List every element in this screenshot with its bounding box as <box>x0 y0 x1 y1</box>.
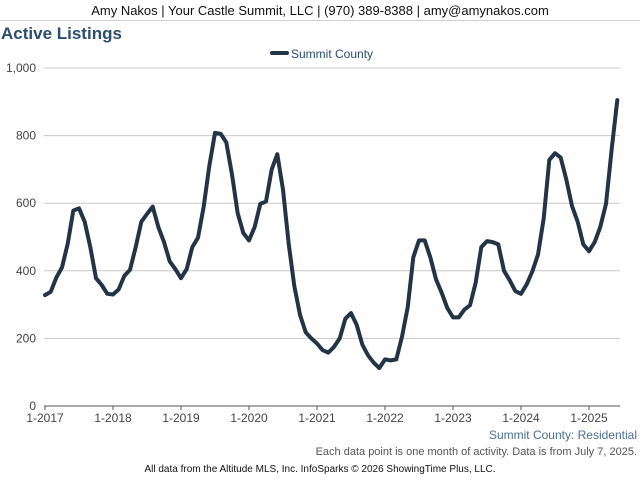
x-tick-label: 1-2019 <box>162 411 200 425</box>
x-tick-label: 1-2022 <box>366 411 404 425</box>
x-tick-label: 1-2018 <box>94 411 132 425</box>
legend: Summit County <box>270 47 373 61</box>
x-axis-ticks: 1-2017 1-2018 1-2019 1-2020 1-2021 1-2022 1-20… <box>26 406 608 425</box>
chart-title: Active Listings <box>1 24 122 43</box>
y-tick-label: 800 <box>16 129 36 143</box>
x-tick-label: 1-2024 <box>502 411 540 425</box>
contact-text: Amy Nakos | Your Castle Summit, LLC | (9… <box>91 3 549 18</box>
y-tick-label: 0 <box>29 399 36 413</box>
series-line-summit-county <box>43 98 620 371</box>
source-footer: All data from the Altitude MLS, Inc. Inf… <box>144 464 496 475</box>
x-tick-label: 1-2021 <box>298 411 336 425</box>
series-group <box>43 98 620 371</box>
y-tick-label: 200 <box>16 331 36 345</box>
legend-label: Summit County <box>291 47 373 61</box>
y-tick-label: 400 <box>16 264 36 278</box>
y-axis-ticks: 0 200 400 600 800 1,000 <box>6 61 36 413</box>
x-tick-label: 1-2017 <box>26 411 64 425</box>
y-tick-label: 1,000 <box>6 61 36 75</box>
data-note: Each data point is one month of activity… <box>315 446 637 458</box>
x-tick-label: 1-2025 <box>570 411 608 425</box>
gridlines <box>44 67 620 407</box>
contact-header: Amy Nakos | Your Castle Summit, LLC | (9… <box>0 0 640 21</box>
chart-subtitle: Summit County: Residential <box>488 428 637 442</box>
x-tick-label: 1-2023 <box>434 411 472 425</box>
y-tick-label: 600 <box>16 196 36 210</box>
x-tick-label: 1-2020 <box>230 411 268 425</box>
